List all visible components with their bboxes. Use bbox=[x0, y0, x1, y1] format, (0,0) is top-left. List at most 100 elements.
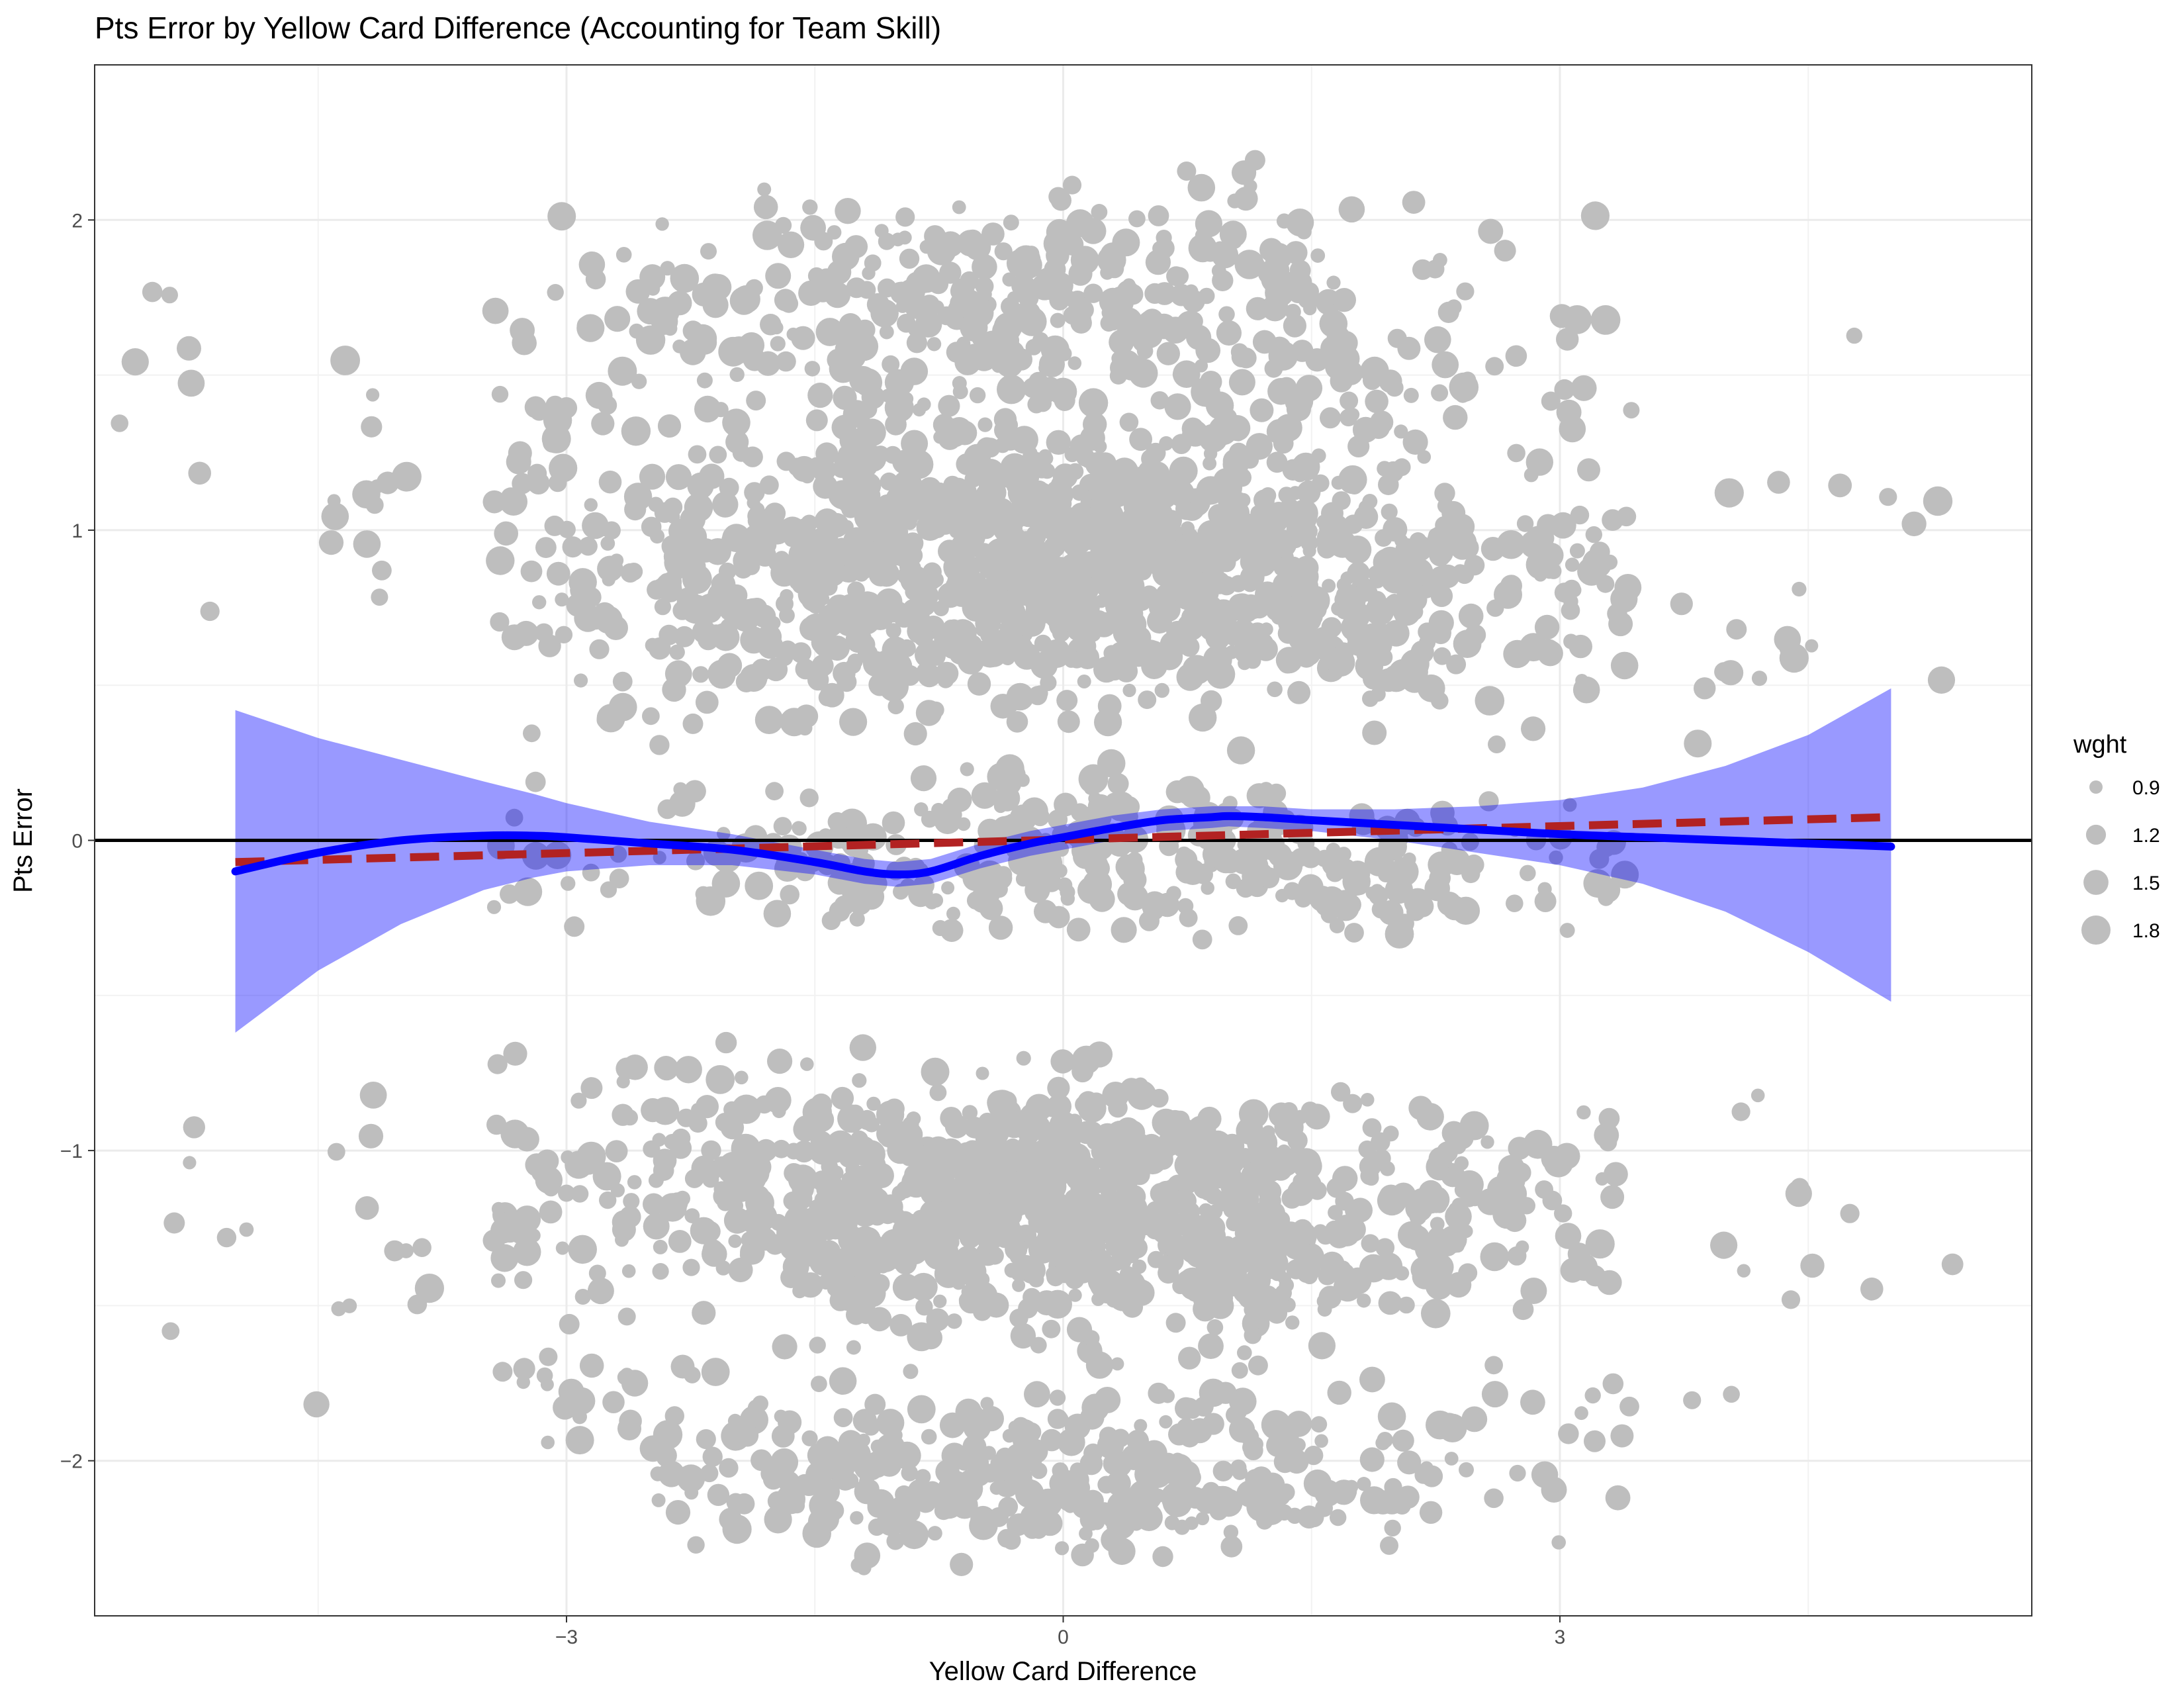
data-point bbox=[673, 782, 688, 797]
data-point bbox=[807, 596, 825, 614]
data-point bbox=[814, 508, 840, 534]
data-point bbox=[991, 358, 1006, 373]
data-point bbox=[895, 1497, 919, 1520]
data-point bbox=[1549, 850, 1563, 865]
data-point bbox=[903, 1364, 919, 1380]
data-point bbox=[1115, 659, 1138, 682]
data-point bbox=[829, 1165, 844, 1181]
data-point bbox=[904, 1285, 919, 1299]
data-point bbox=[598, 395, 617, 415]
data-point bbox=[707, 659, 736, 688]
data-point bbox=[1286, 510, 1303, 528]
data-point bbox=[1070, 567, 1087, 584]
data-point bbox=[993, 549, 1010, 566]
data-point bbox=[687, 472, 714, 500]
data-point bbox=[1533, 568, 1547, 582]
data-point bbox=[751, 1449, 772, 1472]
data-point bbox=[1111, 1429, 1130, 1448]
data-point bbox=[578, 536, 598, 556]
data-point bbox=[657, 414, 682, 438]
data-point bbox=[700, 1464, 719, 1483]
data-point bbox=[1142, 513, 1156, 528]
data-point bbox=[1670, 592, 1693, 616]
data-point bbox=[1066, 463, 1084, 480]
data-point bbox=[1132, 1259, 1147, 1274]
data-point bbox=[747, 598, 768, 618]
data-point bbox=[547, 284, 564, 301]
data-point bbox=[934, 1501, 953, 1521]
data-point bbox=[949, 1203, 978, 1232]
data-point bbox=[976, 437, 997, 459]
data-point bbox=[1518, 1197, 1535, 1215]
data-point bbox=[1230, 343, 1249, 361]
data-point bbox=[722, 408, 751, 437]
data-point bbox=[1084, 1538, 1099, 1553]
data-point bbox=[1385, 568, 1410, 592]
data-point bbox=[688, 1113, 707, 1133]
data-point bbox=[561, 1150, 575, 1164]
data-point bbox=[1608, 612, 1633, 637]
data-point bbox=[944, 1166, 958, 1180]
data-point bbox=[1079, 218, 1107, 244]
data-point bbox=[1021, 1422, 1042, 1442]
data-point bbox=[1165, 1313, 1186, 1333]
data-point bbox=[700, 1221, 721, 1243]
data-point bbox=[1156, 230, 1172, 246]
data-point bbox=[587, 1278, 614, 1305]
data-point bbox=[649, 735, 670, 755]
data-point bbox=[1201, 1215, 1226, 1240]
data-point bbox=[834, 451, 857, 475]
data-point bbox=[974, 882, 999, 908]
data-point bbox=[720, 618, 738, 636]
data-point bbox=[715, 1031, 737, 1054]
data-point bbox=[667, 291, 692, 316]
data-point bbox=[1710, 1231, 1738, 1259]
data-point bbox=[800, 514, 818, 532]
data-point bbox=[827, 225, 842, 240]
data-point bbox=[807, 669, 829, 691]
data-point bbox=[1333, 330, 1358, 355]
data-point bbox=[981, 222, 1005, 246]
data-point bbox=[1203, 576, 1220, 593]
data-point bbox=[906, 1111, 921, 1126]
data-point bbox=[1228, 916, 1248, 935]
data-point bbox=[976, 519, 996, 539]
data-point bbox=[482, 490, 506, 514]
data-point bbox=[937, 672, 954, 688]
data-point bbox=[1244, 652, 1261, 669]
data-point bbox=[712, 491, 739, 518]
data-point bbox=[928, 273, 949, 295]
data-point bbox=[648, 1172, 664, 1188]
data-point bbox=[1516, 515, 1534, 532]
data-point bbox=[1428, 1188, 1443, 1204]
data-point bbox=[742, 446, 763, 467]
data-point bbox=[1406, 535, 1433, 562]
data-point bbox=[1481, 1381, 1508, 1408]
data-point bbox=[1084, 853, 1109, 878]
data-point bbox=[999, 530, 1024, 555]
data-point bbox=[1013, 459, 1031, 477]
data-point bbox=[1384, 1519, 1401, 1537]
data-point bbox=[239, 1222, 254, 1237]
data-point bbox=[845, 1248, 875, 1278]
data-point bbox=[1901, 511, 1927, 537]
data-point bbox=[972, 254, 997, 280]
data-point bbox=[903, 722, 927, 746]
data-point bbox=[1304, 1103, 1330, 1130]
data-point bbox=[827, 259, 852, 285]
data-point bbox=[809, 1199, 825, 1216]
legend-key bbox=[2083, 870, 2109, 895]
data-point bbox=[635, 325, 666, 355]
data-point bbox=[698, 599, 723, 624]
data-point bbox=[1113, 469, 1130, 487]
data-point bbox=[1277, 653, 1298, 674]
data-point bbox=[1428, 528, 1443, 543]
data-point bbox=[717, 1154, 747, 1184]
data-point bbox=[933, 414, 955, 436]
data-point bbox=[956, 1454, 973, 1471]
data-point bbox=[942, 798, 959, 816]
data-point bbox=[719, 1458, 739, 1478]
data-point bbox=[1338, 465, 1367, 494]
data-point bbox=[709, 445, 727, 464]
data-point bbox=[1505, 345, 1527, 367]
